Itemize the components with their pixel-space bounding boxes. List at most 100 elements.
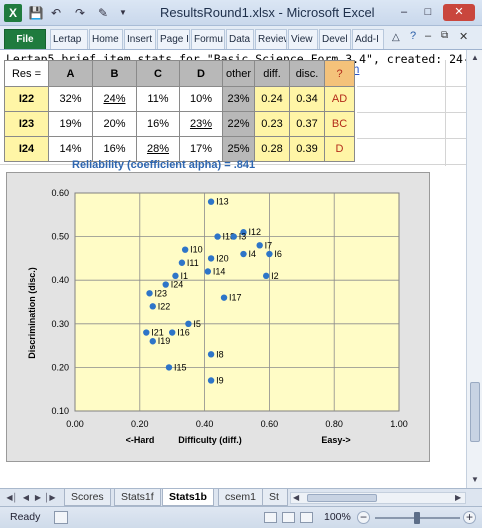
cell-diff[interactable]: 0.23: [254, 111, 290, 137]
zoom-out-button[interactable]: −: [357, 511, 370, 524]
scatter-point[interactable]: [266, 250, 273, 258]
item-cell[interactable]: I24: [4, 136, 49, 162]
scatter-point[interactable]: [181, 246, 189, 253]
last-sheet-icon[interactable]: │▶: [44, 493, 56, 502]
scatter-point[interactable]: [220, 294, 228, 301]
paste-icon[interactable]: ✎: [97, 6, 109, 20]
cell-flag[interactable]: AD: [324, 86, 355, 112]
cell-other[interactable]: 25%: [222, 136, 255, 162]
vertical-scroll-thumb[interactable]: [470, 382, 480, 442]
scatter-point[interactable]: [149, 303, 156, 310]
tab-data[interactable]: Data: [226, 29, 254, 49]
cell-b[interactable]: 24%: [92, 86, 137, 112]
scatter-point[interactable]: [149, 338, 156, 345]
scatter-point[interactable]: [240, 250, 247, 258]
tab-lertap[interactable]: Lertap: [50, 29, 88, 49]
scatter-point[interactable]: [207, 351, 215, 358]
scatter-point[interactable]: [207, 377, 215, 384]
scatter-point[interactable]: [172, 272, 179, 280]
macro-record-icon[interactable]: [54, 511, 68, 524]
cell-c[interactable]: 16%: [136, 111, 180, 137]
scatter-point[interactable]: [165, 364, 173, 371]
cell-c[interactable]: 28%: [136, 136, 180, 162]
reliability-line[interactable]: Reliability (coefficient alpha) = .841: [72, 159, 255, 171]
first-sheet-icon[interactable]: ◀│: [6, 493, 18, 502]
zoom-level[interactable]: 100%: [324, 511, 351, 523]
scatter-point[interactable]: [146, 290, 153, 297]
tab-add-ins[interactable]: Add-I: [352, 29, 384, 49]
ribbon-help-icon[interactable]: △: [392, 32, 400, 43]
sheet-tab-stats1b[interactable]: Stats1b: [162, 489, 214, 506]
header-a[interactable]: A: [48, 60, 93, 87]
scatter-point[interactable]: [207, 255, 215, 262]
scatter-point[interactable]: [240, 229, 247, 236]
cell-d[interactable]: 23%: [179, 111, 223, 137]
normal-view-icon[interactable]: [264, 512, 277, 523]
scatter-point[interactable]: [169, 329, 176, 336]
zoom-slider-thumb[interactable]: [414, 512, 420, 524]
header-other[interactable]: other: [222, 60, 255, 87]
cell-disc[interactable]: 0.34: [289, 86, 325, 112]
scatter-point[interactable]: [230, 233, 237, 240]
page-layout-view-icon[interactable]: [282, 512, 295, 523]
page-break-view-icon[interactable]: [300, 512, 313, 523]
hyperlink-cell[interactable]: h: [353, 64, 360, 76]
save-icon[interactable]: 💾: [28, 6, 44, 20]
tab-developer[interactable]: Devel: [319, 29, 351, 49]
cell-a[interactable]: 19%: [48, 111, 93, 137]
cell-b[interactable]: 20%: [92, 111, 137, 137]
scroll-left-icon[interactable]: ◀: [293, 493, 300, 502]
scroll-right-icon[interactable]: ▶: [455, 493, 462, 502]
scatter-point[interactable]: [162, 281, 169, 288]
scatter-point[interactable]: [143, 329, 150, 336]
cell-b[interactable]: 16%: [92, 136, 137, 162]
header-d[interactable]: D: [179, 60, 223, 87]
scatter-chart[interactable]: 0.00 0.20 0.40 0.60 0.80 1.00 0.10 0.20 0.30 0.40…: [6, 172, 430, 462]
tab-page-layout[interactable]: Page I: [157, 29, 190, 49]
item-cell[interactable]: I22: [4, 86, 49, 112]
plot-area[interactable]: [74, 192, 400, 412]
header-c[interactable]: C: [136, 60, 180, 87]
scatter-point[interactable]: [178, 259, 186, 266]
scroll-down-icon[interactable]: ▼: [471, 475, 479, 484]
scatter-point[interactable]: [262, 272, 270, 280]
cell-diff[interactable]: 0.28: [254, 136, 290, 162]
workbook-close-icon[interactable]: ✕: [459, 31, 469, 43]
scroll-up-icon[interactable]: ▲: [471, 53, 479, 62]
header-diff[interactable]: diff.: [254, 60, 290, 87]
tab-formulas[interactable]: Formu: [191, 29, 225, 49]
scatter-point[interactable]: [185, 320, 192, 327]
header-disc[interactable]: disc.: [289, 60, 325, 87]
tab-home[interactable]: Home: [89, 29, 123, 49]
redo-icon[interactable]: ↷: [74, 6, 86, 20]
sheet-tab-scores[interactable]: Scores: [64, 489, 111, 506]
header-b[interactable]: B: [92, 60, 137, 87]
zoom-in-button[interactable]: +: [463, 511, 476, 524]
worksheet[interactable]: Lertap5 brief item stats for "Basic Scie…: [0, 50, 466, 488]
cell-disc[interactable]: 0.39: [289, 136, 325, 162]
cell-flag[interactable]: BC: [324, 111, 355, 137]
horizontal-scrollbar[interactable]: ◀ ▶: [290, 492, 466, 504]
cell-a[interactable]: 14%: [48, 136, 93, 162]
sheet-tab-csem1[interactable]: csem1: [218, 489, 263, 506]
sheet-tab-stats1f[interactable]: Stats1f: [114, 489, 161, 506]
scatter-point[interactable]: [204, 268, 212, 275]
scatter-point[interactable]: [256, 242, 263, 249]
cell-d[interactable]: 17%: [179, 136, 223, 162]
scatter-point[interactable]: [207, 198, 215, 205]
cell-flag[interactable]: D: [324, 136, 355, 162]
horizontal-scroll-thumb[interactable]: [307, 494, 377, 502]
header-res[interactable]: Res =: [4, 60, 49, 87]
cell-other[interactable]: 23%: [222, 86, 255, 112]
workbook-minimize-icon[interactable]: –: [425, 30, 432, 42]
undo-icon[interactable]: ↶: [50, 6, 62, 20]
tab-view[interactable]: View: [288, 29, 318, 49]
cell-other[interactable]: 22%: [222, 111, 255, 137]
item-cell[interactable]: I23: [4, 111, 49, 137]
restore-button[interactable]: □: [424, 6, 432, 18]
minimize-button[interactable]: –: [400, 6, 408, 18]
tab-file[interactable]: File: [4, 29, 46, 49]
vertical-scrollbar[interactable]: ▲ ▼: [466, 50, 482, 488]
excel-app-icon[interactable]: X: [4, 4, 22, 22]
prev-sheet-icon[interactable]: ◀: [22, 493, 30, 502]
